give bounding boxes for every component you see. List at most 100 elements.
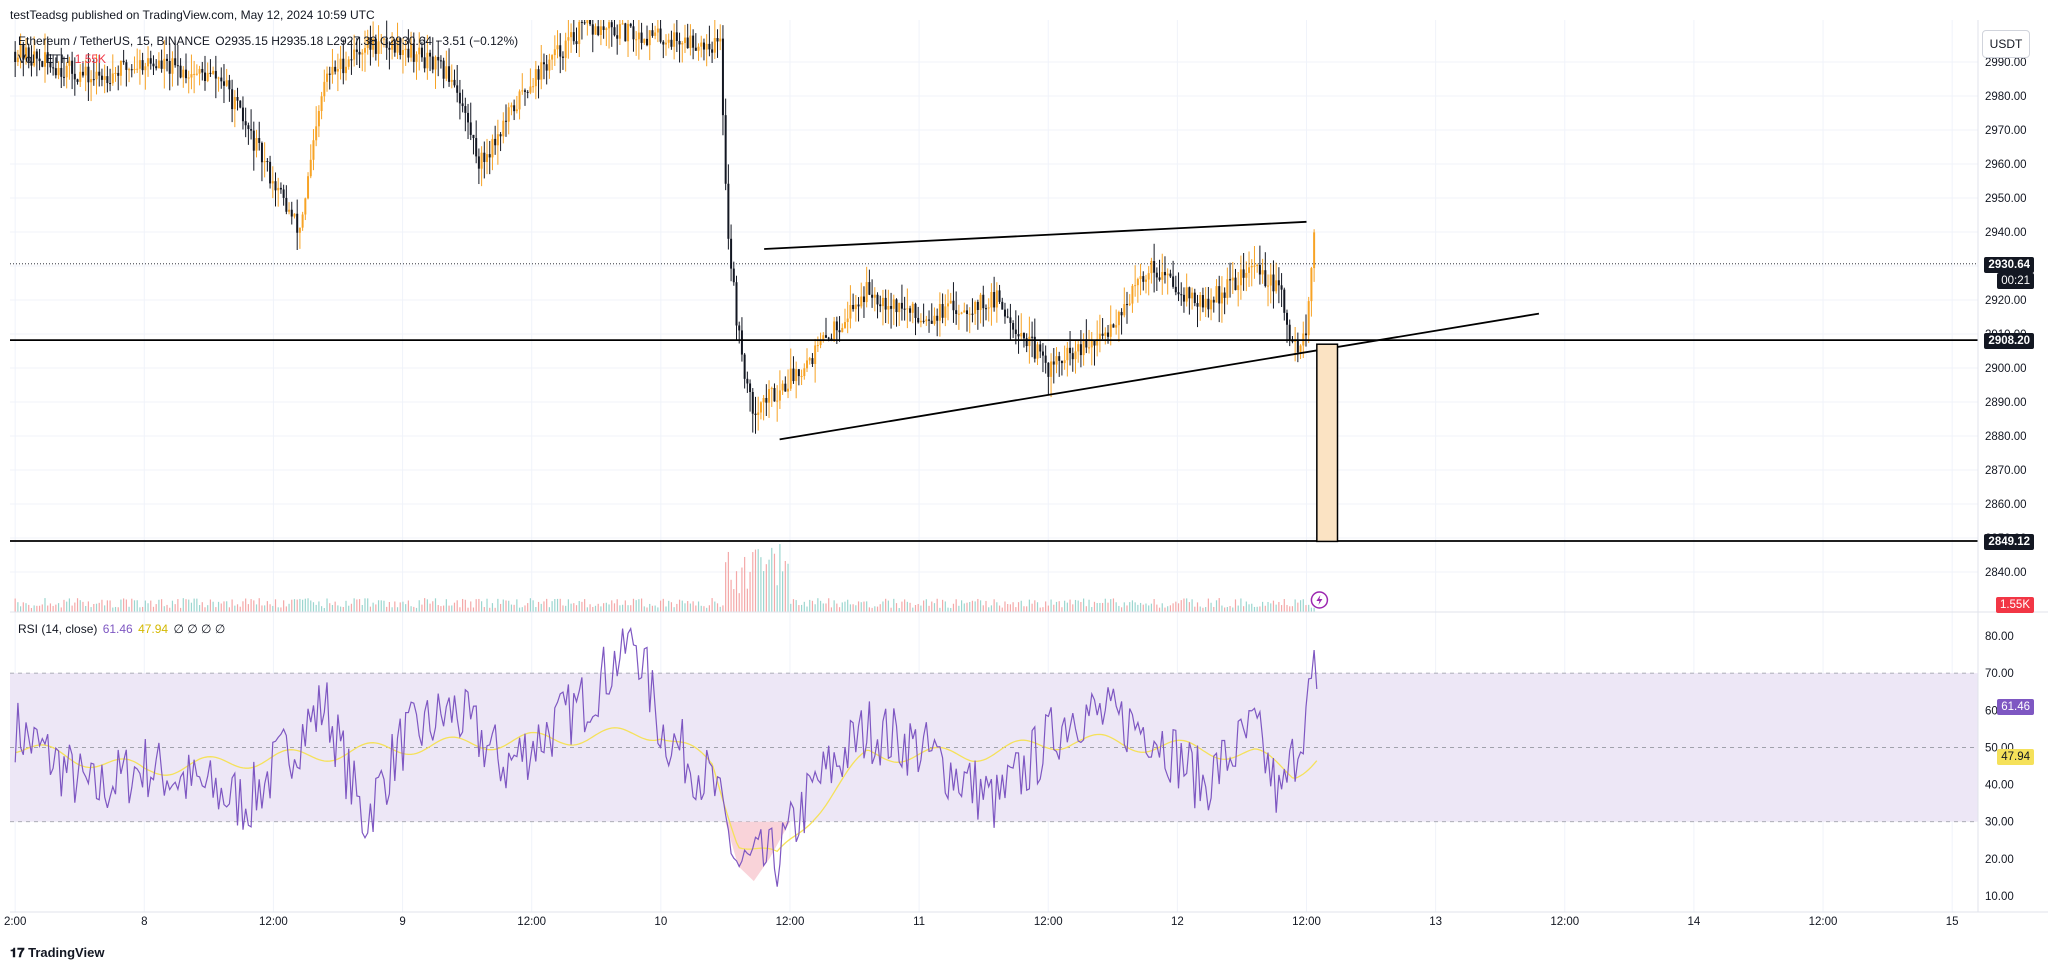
candle-body: [43, 52, 46, 67]
candle-body: [130, 69, 133, 71]
candle-body: [700, 42, 703, 47]
price-tick-label: 2980.00: [1985, 91, 2027, 103]
candle-body: [109, 83, 112, 85]
candle-body: [334, 66, 337, 72]
candle-body: [1218, 286, 1221, 304]
candle-body: [659, 28, 662, 42]
candle-body: [239, 100, 242, 108]
currency-button[interactable]: USDT: [1982, 30, 2030, 58]
candle-body: [1033, 336, 1036, 359]
candle-body: [556, 45, 559, 50]
volume-label[interactable]: Vol · ETH: [18, 52, 70, 66]
candle-body: [1150, 261, 1153, 274]
price-tick-label: 2950.00: [1985, 193, 2027, 205]
candle-body: [486, 154, 489, 162]
candle-body: [656, 28, 659, 33]
candle-body: [399, 38, 402, 56]
candle-body: [1288, 324, 1291, 340]
time-tick-label: 12:00: [1292, 916, 1321, 928]
candle-body: [1123, 304, 1126, 316]
candle-body: [494, 138, 497, 146]
candle-body: [472, 134, 475, 139]
candle-body: [749, 383, 752, 393]
candle-body: [209, 72, 212, 74]
candle-body: [448, 66, 451, 82]
candle-body: [491, 138, 494, 158]
candle-body: [1112, 324, 1115, 328]
candle-body: [46, 52, 49, 62]
rsi-label[interactable]: RSI (14, close): [18, 622, 98, 636]
time-tick-label: 9: [399, 916, 405, 928]
tradingview-logo[interactable]: 𝟏𝟕 TradingView: [10, 945, 104, 961]
candle-body: [1060, 360, 1063, 364]
candle-body: [1104, 332, 1107, 336]
candle-body: [62, 76, 65, 78]
candle-body: [1158, 277, 1161, 280]
candle-body: [353, 49, 356, 60]
candle-body: [366, 37, 369, 48]
candle-body: [751, 392, 754, 414]
candle-body: [792, 368, 795, 382]
candle-body: [936, 315, 939, 321]
candle-body: [610, 22, 613, 28]
candle-body: [570, 32, 573, 38]
candle-body: [947, 303, 950, 307]
candle-body: [1155, 272, 1158, 278]
candle-body: [811, 358, 814, 364]
time-tick-label: 12:00: [1809, 916, 1838, 928]
candle-body: [806, 360, 809, 369]
candle-body: [963, 310, 966, 313]
candle-body: [1115, 325, 1118, 328]
candle-body: [52, 67, 55, 69]
candle-body: [589, 20, 592, 25]
candle-body: [781, 383, 784, 391]
candle-body: [857, 304, 860, 307]
candle-body: [1139, 276, 1142, 280]
candle-body: [1264, 270, 1267, 287]
candle-body: [190, 74, 193, 78]
candle-body: [347, 59, 350, 67]
candle-body: [1253, 265, 1256, 267]
candle-body: [938, 304, 941, 321]
candle-body: [41, 61, 44, 67]
candle-body: [1153, 261, 1156, 273]
candle-body: [502, 120, 505, 137]
candle-body: [407, 48, 410, 58]
candle-body: [770, 388, 773, 390]
drawings[interactable]: [10, 220, 1978, 609]
candle-body: [138, 60, 141, 69]
candle-body: [431, 56, 434, 70]
candle-body: [1128, 303, 1131, 305]
candle-body: [304, 198, 307, 215]
candle-body: [1226, 279, 1229, 298]
candle-body: [1307, 301, 1310, 336]
candle-body: [629, 23, 632, 27]
last-price-badge: 2930.64: [1984, 257, 2034, 273]
price-tick-label: 2890.00: [1985, 397, 2027, 409]
candle-body: [1172, 276, 1175, 287]
candle-body: [890, 306, 893, 309]
candle-body: [469, 122, 472, 135]
candle-body: [952, 300, 955, 311]
candle-body: [464, 106, 467, 113]
candle-body: [380, 39, 383, 42]
candle-body: [754, 413, 757, 415]
symbol-name[interactable]: Ethereum / TetherUS, 15, BINANCE: [18, 34, 210, 48]
candle-body: [1039, 344, 1042, 352]
candle-body: [1223, 292, 1226, 298]
candle-body: [1237, 285, 1240, 291]
candle-body: [320, 96, 323, 112]
candle-body: [323, 81, 326, 97]
candle-body: [548, 59, 551, 71]
candle-body: [1212, 299, 1215, 303]
candle-body: [1090, 340, 1093, 348]
candle-body: [944, 306, 947, 318]
candle-body: [1001, 301, 1004, 310]
candle-body: [228, 80, 231, 90]
candle-body: [955, 310, 958, 314]
candle-body: [637, 32, 640, 40]
candle-body: [518, 91, 521, 110]
rsi-tick-label: 70.00: [1985, 668, 2014, 680]
candle-body: [282, 189, 285, 198]
